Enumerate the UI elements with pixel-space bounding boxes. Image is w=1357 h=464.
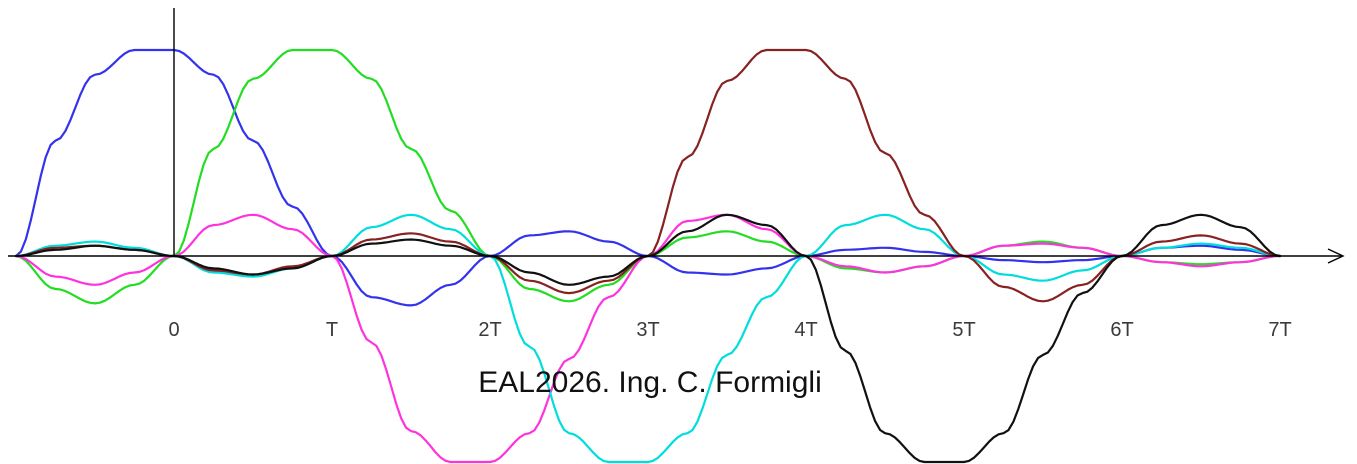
series-line-4: [14, 213, 1282, 464]
series-line-5: [14, 48, 1282, 303]
x-tick-label-7: 7T: [1268, 319, 1291, 341]
x-tick-label-5: 5T: [952, 319, 975, 341]
x-tick-label-2: 2T: [478, 319, 501, 341]
x-tick-label-4: 4T: [794, 319, 817, 341]
x-tick-label-0: 0: [168, 319, 179, 341]
x-tick-label-1: T: [326, 319, 338, 341]
credit-annotation: EAL2026. Ing. C. Formigli: [478, 366, 822, 399]
x-tick-label-3: 3T: [636, 319, 659, 341]
x-tick-label-6: 6T: [1110, 319, 1133, 341]
tick-labels: 0 T 2T 3T 4T 5T 6T 7T: [168, 319, 1291, 341]
x-axis-arrow-icon: [1327, 248, 1345, 264]
series-line-2: [14, 48, 1282, 305]
